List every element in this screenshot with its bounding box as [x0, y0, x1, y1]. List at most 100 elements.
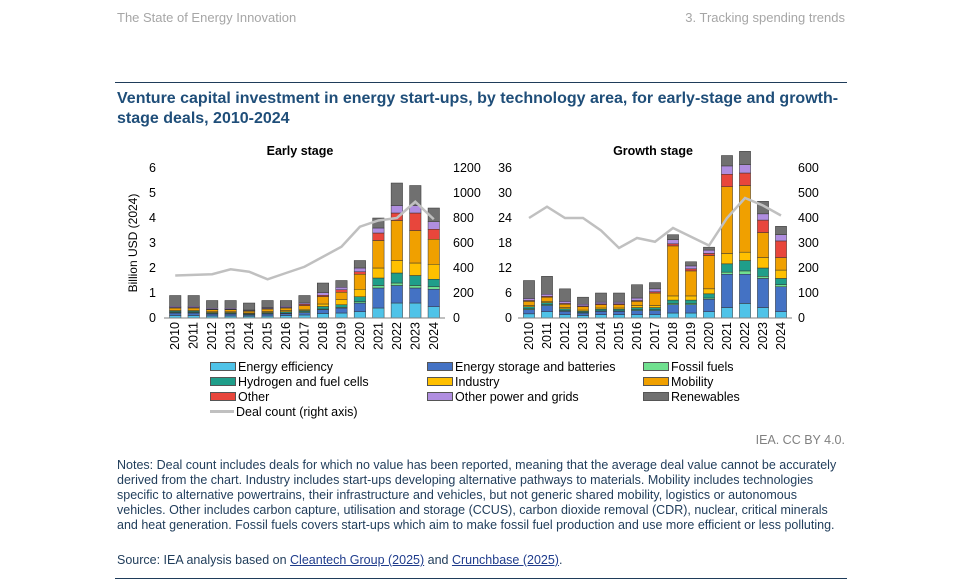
- bar-segment: [335, 292, 348, 300]
- bar-segment: [685, 268, 697, 272]
- bar-segment: [739, 270, 751, 275]
- legend-item: Energy efficiency: [210, 360, 333, 375]
- bar-segment: [335, 312, 348, 319]
- x-tick-label: 2019: [684, 322, 698, 350]
- bar-segment: [409, 275, 422, 286]
- y-tick-label: 2: [149, 261, 156, 275]
- bar-segment: [685, 304, 697, 314]
- legend-item: Renewables: [643, 390, 740, 405]
- bar-segment: [775, 278, 787, 285]
- bar-segment: [703, 293, 715, 299]
- bar-segment: [685, 312, 697, 319]
- bar-segment: [721, 253, 733, 265]
- bar-segment: [280, 313, 293, 316]
- bar-segment: [353, 260, 366, 269]
- y2-tick-label: 200: [453, 286, 474, 300]
- bar-segment: [631, 284, 643, 299]
- bar-segment: [316, 292, 329, 296]
- bar-segment: [685, 270, 697, 297]
- x-tick-label: 2024: [427, 322, 441, 350]
- bar-segment: [757, 213, 769, 221]
- x-tick-label: 2010: [168, 322, 182, 350]
- bar-segment: [427, 264, 440, 280]
- bar-segment: [757, 257, 769, 269]
- source-suffix: .: [558, 553, 563, 567]
- source-link-crunchbase[interactable]: Crunchbase (2025): [451, 553, 559, 567]
- bar-segment: [667, 304, 679, 314]
- charts-canvas: Early stage01234560200400600800100012002…: [126, 144, 819, 350]
- legend-label: Energy storage and batteries: [455, 360, 616, 374]
- legend-item: Hydrogen and fuel cells: [210, 375, 369, 390]
- x-tick-label: 2017: [648, 322, 662, 350]
- y2-tick-label: 200: [798, 261, 819, 275]
- bar-segment: [243, 302, 256, 311]
- bar-segment: [721, 263, 733, 273]
- x-tick-label: 2024: [774, 322, 788, 350]
- bar-segment: [667, 243, 679, 247]
- y2-tick-label: 1000: [453, 186, 481, 200]
- header-section-title: 3. Tracking spending trends: [685, 10, 845, 25]
- bar-segment: [206, 313, 219, 317]
- bar-segment: [721, 274, 733, 308]
- x-tick-label: 2021: [720, 322, 734, 350]
- bar-segment: [685, 295, 697, 301]
- bar-segment: [523, 280, 535, 299]
- bar-segment: [631, 305, 643, 308]
- y-tick-label: 0: [505, 311, 512, 325]
- bar-segment: [775, 226, 787, 235]
- bar-segment: [372, 307, 385, 319]
- bar-segment: [757, 307, 769, 319]
- bar-segment: [613, 301, 625, 305]
- bar-segment: [316, 282, 329, 293]
- bar-segment: [169, 312, 182, 316]
- x-tick-label: 2011: [187, 322, 201, 349]
- bar-segment: [409, 212, 422, 231]
- bar-segment: [372, 285, 385, 289]
- bar-segment: [541, 311, 553, 319]
- bar-segment: [757, 219, 769, 233]
- bar-segment: [316, 296, 329, 305]
- x-tick-label: 2020: [702, 322, 716, 350]
- bar-segment: [595, 309, 607, 312]
- y-tick-label: 0: [149, 311, 156, 325]
- bar-segment: [353, 289, 366, 297]
- bar-segment: [739, 172, 751, 186]
- bar-segment: [667, 312, 679, 319]
- source-line: Source: IEA analysis based on Cleantech …: [117, 553, 562, 567]
- bar-segment: [353, 302, 366, 312]
- bar-segment: [559, 288, 571, 302]
- bar-segment: [372, 240, 385, 269]
- bar-segment: [541, 305, 553, 312]
- bar-segment: [224, 309, 237, 312]
- x-tick-label: 2018: [666, 322, 680, 350]
- bar-segment: [409, 230, 422, 264]
- bar-segment: [541, 296, 553, 302]
- bar-segment: [685, 261, 697, 267]
- bar-segment: [775, 286, 787, 312]
- x-tick-label: 2019: [334, 322, 348, 350]
- bar-segment: [739, 274, 751, 304]
- bar-segment: [409, 262, 422, 276]
- y-tick-label: 12: [498, 261, 512, 275]
- bar-segment: [409, 302, 422, 319]
- bar-segment: [169, 307, 182, 311]
- bar-segment: [613, 304, 625, 309]
- y-tick-label: 6: [505, 286, 512, 300]
- bar-segment: [390, 302, 403, 319]
- legend-label: Other power and grids: [455, 390, 579, 404]
- bar-segment: [187, 295, 200, 307]
- bar-segment: [775, 257, 787, 271]
- bar-segment: [667, 239, 679, 245]
- legend-item: Other: [210, 390, 269, 405]
- bar-segment: [427, 289, 440, 307]
- bar-segment: [721, 271, 733, 275]
- bar-segment: [577, 296, 589, 305]
- y2-tick-label: 0: [798, 311, 805, 325]
- figure-title: Venture capital investment in energy sta…: [117, 90, 839, 127]
- bar-segment: [667, 295, 679, 301]
- bar-segment: [739, 260, 751, 272]
- source-link-cleantech[interactable]: Cleantech Group (2025): [290, 553, 425, 567]
- x-tick-label: 2016: [279, 322, 293, 350]
- x-tick-label: 2023: [408, 322, 422, 350]
- y-tick-label: 18: [498, 236, 512, 250]
